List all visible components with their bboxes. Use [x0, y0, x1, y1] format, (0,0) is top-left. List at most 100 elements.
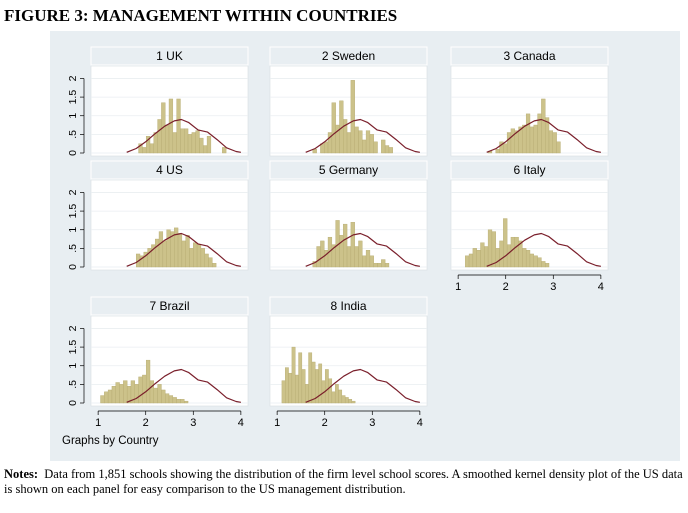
panel-6: 6 Italy 1 2 3 4 [450, 160, 609, 293]
panel-title: 6 Italy [513, 163, 545, 177]
y-tick-label: .5 [67, 380, 79, 389]
panel-4: 4 US 0 .5 1 1.5 2 [67, 160, 249, 271]
x-tick-label: 1 [455, 281, 461, 293]
histogram-bar [172, 397, 177, 404]
y-tick-label: 1.5 [67, 90, 79, 105]
histogram-bar [157, 384, 162, 404]
histogram-bar [529, 126, 534, 154]
histogram-bar [316, 246, 321, 268]
histogram-bar [324, 141, 329, 154]
us-kde-line [305, 368, 420, 403]
histogram-bar [384, 263, 390, 268]
us-kde-line [126, 232, 241, 267]
y-tick-label: 2 [67, 75, 79, 81]
histogram-bar [328, 378, 333, 404]
histogram-bar [295, 374, 299, 404]
histogram-bar [344, 397, 349, 404]
histogram-bar [472, 248, 477, 268]
histogram-bar [166, 229, 171, 268]
us-kde-line [126, 118, 241, 153]
histogram-bar [369, 134, 374, 154]
histogram-bar [203, 145, 208, 154]
histogram-bar [545, 263, 550, 268]
panel-1: 1 UK 0 .5 1 1.5 2 [67, 46, 249, 157]
histogram-bar [381, 259, 386, 268]
panel-strip [450, 160, 609, 180]
histogram-bar [161, 389, 166, 404]
histogram-bar [308, 352, 313, 404]
histogram-bar [346, 246, 352, 268]
histogram-bar [145, 359, 151, 404]
histogram-bar [177, 233, 183, 268]
histogram-bar [191, 132, 196, 154]
histogram-bar [358, 240, 363, 268]
histogram-bar [285, 367, 289, 404]
histogram-bar [548, 130, 554, 154]
x-tick-label: 3 [369, 417, 375, 429]
histogram-bar [480, 242, 485, 268]
histogram-bar [288, 372, 293, 404]
histogram-bar [514, 236, 519, 268]
histogram-bar [184, 128, 189, 154]
histogram-bar [522, 124, 527, 154]
histogram-bar [149, 143, 155, 154]
histogram-bar [491, 231, 496, 268]
histogram-bar [165, 124, 170, 154]
x-tick-label: 3 [190, 417, 196, 429]
histogram-bar [484, 246, 489, 268]
histogram-bar [350, 80, 355, 154]
histogram-bar [499, 240, 504, 268]
histogram-bar [134, 384, 139, 404]
histogram-bar [196, 244, 202, 268]
histogram-bar [187, 134, 193, 154]
histogram-bar [351, 400, 356, 404]
panel-strip [450, 46, 609, 66]
y-tick-label: 1.5 [67, 204, 79, 219]
histogram-bar [358, 130, 363, 154]
histogram-bar [153, 387, 158, 404]
y-tick-label: 2 [67, 325, 79, 331]
panel-7: 7 Brazil 0 .5 1 1.5 2 1 2 3 4 [67, 296, 249, 429]
panel-strip [269, 296, 428, 316]
y-tick-label: .5 [67, 130, 79, 139]
panel-8: 8 India 1 2 3 4 [269, 296, 428, 429]
histogram-bar [343, 223, 348, 268]
histogram-bar [373, 141, 378, 154]
us-kde-line [486, 118, 601, 153]
panel-strip [269, 160, 428, 180]
histogram-bar [162, 240, 167, 268]
histogram-bar [180, 128, 185, 154]
histogram-bar [529, 253, 534, 268]
histogram-bar [339, 235, 344, 268]
histogram-bar [476, 250, 481, 268]
panel-title: 5 Germany [319, 163, 378, 177]
histogram-bar [495, 149, 500, 154]
histogram-bar [176, 399, 181, 404]
histogram-bar [341, 395, 346, 404]
y-tick-label: .5 [67, 244, 79, 253]
histogram-bar [184, 400, 189, 404]
histogram-bar [119, 384, 124, 404]
histogram-bar [305, 384, 309, 404]
histogram-bar [142, 374, 147, 404]
histogram-bar [157, 119, 162, 154]
panel-2: 2 Sweden [269, 46, 428, 157]
histogram-bar [510, 128, 515, 154]
panel-title: 2 Sweden [322, 49, 375, 63]
panel-title: 7 Brazil [149, 299, 189, 313]
histogram-bar [168, 98, 174, 154]
histogram-bar [301, 369, 306, 404]
histogram-bar [331, 102, 336, 154]
histogram-bar [468, 253, 474, 268]
histogram-bar [365, 130, 371, 154]
histogram-bar [506, 132, 512, 154]
x-tick-label: 4 [238, 417, 244, 429]
histogram-bar [107, 389, 113, 404]
histogram-bar [153, 132, 158, 154]
histogram-bar [346, 132, 352, 154]
histogram-bar [365, 250, 371, 268]
histogram-bar [320, 240, 325, 268]
panel-strip [269, 46, 428, 66]
histogram-bar [185, 235, 190, 268]
